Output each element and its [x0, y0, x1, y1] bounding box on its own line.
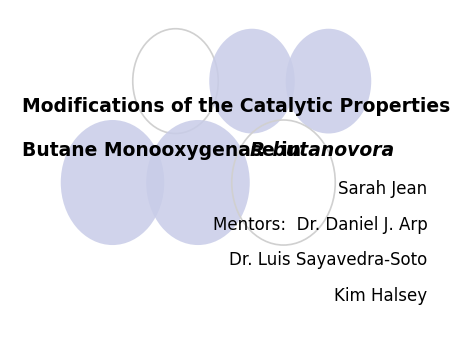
- Ellipse shape: [146, 120, 250, 245]
- Text: Kim Halsey: Kim Halsey: [334, 287, 428, 305]
- Text: Sarah Jean: Sarah Jean: [338, 180, 427, 198]
- Ellipse shape: [61, 120, 164, 245]
- Text: P. butanovora: P. butanovora: [250, 141, 394, 160]
- Ellipse shape: [209, 29, 295, 134]
- Ellipse shape: [286, 29, 371, 134]
- Text: Modifications of the Catalytic Properties of: Modifications of the Catalytic Propertie…: [22, 97, 450, 116]
- Text: Mentors:  Dr. Daniel J. Arp: Mentors: Dr. Daniel J. Arp: [213, 216, 428, 234]
- Text: Butane Monooxygenase in: Butane Monooxygenase in: [22, 141, 315, 160]
- Text: Dr. Luis Sayavedra-Soto: Dr. Luis Sayavedra-Soto: [229, 251, 428, 269]
